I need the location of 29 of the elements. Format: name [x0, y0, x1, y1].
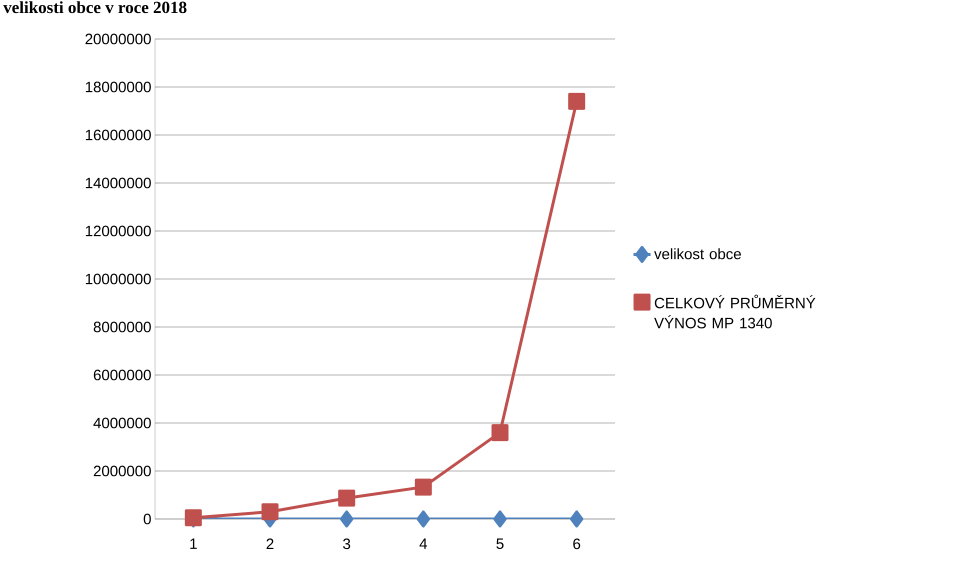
- point: [570, 510, 584, 528]
- y-tick-label: 14000000: [86, 178, 151, 188]
- point: [414, 478, 432, 496]
- point: [340, 510, 354, 528]
- y-tick-label: 18000000: [86, 82, 151, 92]
- point: [338, 490, 356, 507]
- y-tick-label: 4000000: [93, 418, 151, 428]
- y-tick-label: 20000000: [85, 34, 151, 44]
- point: [492, 424, 509, 442]
- point: [493, 510, 507, 528]
- chart-title: velikosti obce v roce 2018: [3, 1, 186, 14]
- x-tick-label: 5: [496, 538, 504, 549]
- x-tick-label: 3: [343, 538, 350, 550]
- x-tick-label: 6: [573, 538, 580, 550]
- x-tick-label: 1: [190, 538, 197, 549]
- y-tick-label: 10000000: [86, 274, 151, 284]
- point: [262, 503, 279, 520]
- point: [568, 92, 586, 110]
- y-tick-label: 6000000: [94, 370, 151, 380]
- x-tick-label: 2: [266, 538, 274, 549]
- y-tick-label: 8000000: [94, 322, 151, 332]
- y-tick-label: 16000000: [86, 130, 151, 140]
- legend-label: CELKOVÝ PRŮMĚRNÝ VÝNOS MP 1340: [654, 294, 816, 328]
- y-tick-label: 12000000: [86, 226, 151, 236]
- y-tick-label: 2000000: [94, 466, 151, 476]
- legend-label: velikost obce: [654, 248, 741, 260]
- y-tick-label: 0: [144, 514, 151, 524]
- x-tick-label: 4: [420, 538, 428, 549]
- point: [416, 510, 430, 528]
